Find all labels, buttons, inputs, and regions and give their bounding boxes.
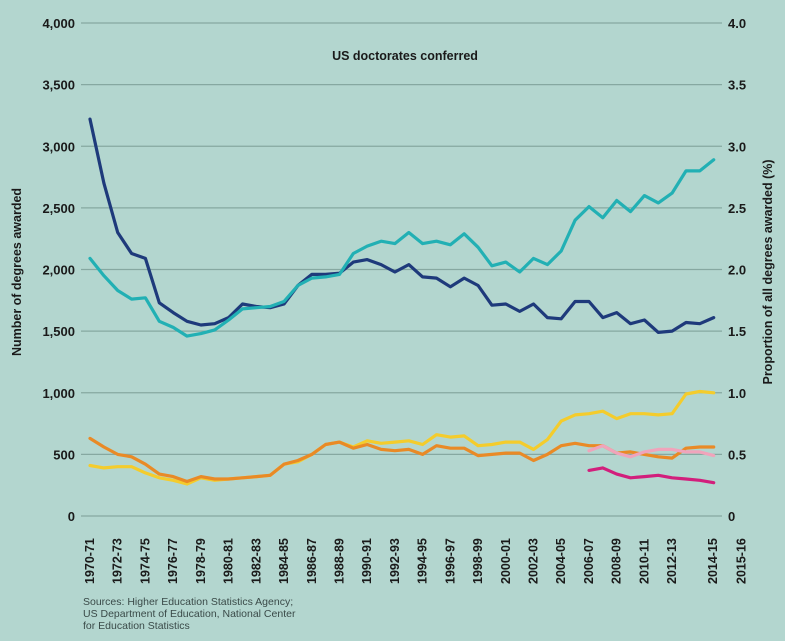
y2-tick-label: 1.0 [728, 386, 746, 401]
y-tick-label: 3,000 [42, 139, 75, 154]
y-tick-label: 1,500 [42, 324, 75, 339]
y2-tick-label: 0 [728, 509, 735, 524]
series-line [587, 466, 716, 485]
series-line [88, 117, 716, 334]
x-tick-label: 1976-77 [166, 538, 180, 584]
y-tick-label: 2,500 [42, 201, 75, 216]
series-line [88, 158, 716, 338]
y2-tick-label: 3.0 [728, 139, 746, 154]
chart-title: US doctorates conferred [332, 49, 478, 63]
x-tick-label: 2008-09 [610, 538, 624, 584]
y-tick-label: 500 [53, 447, 75, 462]
x-tick-label: 1970-71 [83, 538, 97, 584]
x-tick-label: 2014-15 [706, 538, 720, 584]
y2-tick-label: 2.0 [728, 263, 746, 278]
x-tick-label: 1988-89 [332, 538, 346, 584]
y-tick-label: 0 [68, 509, 75, 524]
x-tick-label: 2002-03 [527, 538, 541, 584]
y2-axis-label: Proportion of all degrees awarded (%) [761, 159, 775, 384]
series-line [88, 389, 716, 486]
y-tick-label: 3,500 [42, 78, 75, 93]
x-tick-label: 1984-85 [277, 538, 291, 584]
x-tick-label: 1974-75 [138, 538, 152, 584]
x-tick-label: 1986-87 [305, 538, 319, 584]
y2-tick-label: 4.0 [728, 16, 746, 31]
y-tick-label: 4,000 [42, 16, 75, 31]
x-tick-label: 1982-83 [249, 538, 263, 584]
y-tick-label: 2,000 [42, 263, 75, 278]
x-tick-label: 2015-16 [735, 538, 749, 584]
x-tick-label: 2004-05 [554, 538, 568, 584]
series-line [587, 444, 716, 459]
x-tick-label: 1996-97 [443, 538, 457, 584]
x-tick-label: 1980-81 [222, 538, 236, 584]
x-tick-label: 1994-95 [416, 538, 430, 584]
x-tick-label: 1992-93 [388, 538, 402, 584]
x-tick-label: 1978-79 [194, 538, 208, 584]
x-tick-label: 2010-11 [637, 539, 651, 584]
y2-tick-label: 0.5 [728, 447, 746, 462]
sources-note: Sources: Higher Education Statistics Age… [83, 596, 296, 632]
y2-tick-label: 2.5 [728, 201, 746, 216]
x-tick-label: 1972-73 [111, 538, 125, 584]
x-tick-label: 2000-01 [499, 538, 513, 584]
y2-tick-label: 1.5 [728, 324, 746, 339]
x-tick-label: 1998-99 [471, 538, 485, 584]
y-axis-label: Number of degrees awarded [10, 188, 24, 356]
y2-tick-label: 3.5 [728, 78, 746, 93]
x-tick-label: 1990-91 [360, 538, 374, 584]
x-tick-label: 2012-13 [665, 538, 679, 584]
x-tick-label: 2006-07 [582, 538, 596, 584]
y-tick-label: 1,000 [42, 386, 75, 401]
